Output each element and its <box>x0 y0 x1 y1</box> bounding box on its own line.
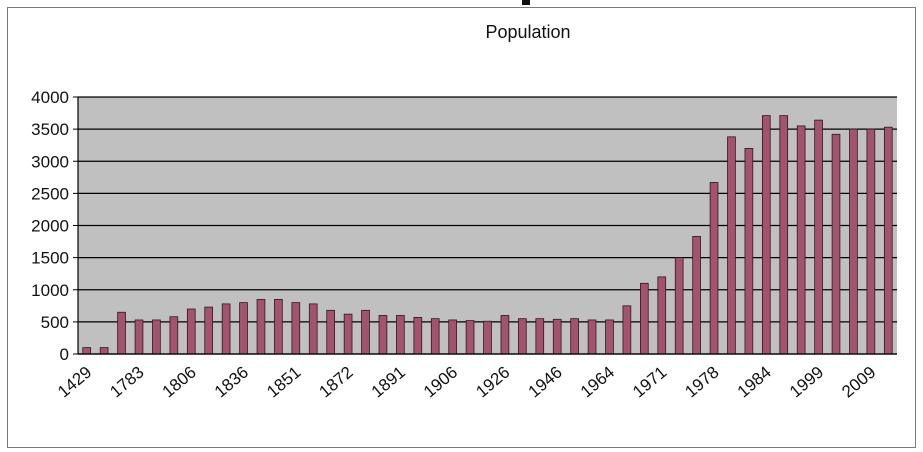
x-tick-label: 1872 <box>315 363 356 402</box>
bar <box>378 315 388 355</box>
bar <box>343 313 353 355</box>
bar <box>518 318 527 355</box>
bar <box>204 306 214 355</box>
x-tick-label: 1891 <box>368 363 409 402</box>
y-tick-label: 1000 <box>31 281 69 300</box>
y-tick-label: 3000 <box>31 152 69 171</box>
bar <box>500 315 510 355</box>
x-tick-label: 1978 <box>681 363 722 402</box>
x-tick-label: 1999 <box>786 363 827 402</box>
bar <box>866 128 876 355</box>
bar <box>640 282 649 355</box>
bar <box>622 305 632 355</box>
bar <box>692 236 701 355</box>
bar <box>796 125 806 355</box>
x-tick-label: 1964 <box>577 363 618 402</box>
bar <box>483 320 492 355</box>
bar <box>134 319 144 355</box>
axes <box>77 97 897 355</box>
x-tick-label: 1946 <box>525 363 566 402</box>
bar <box>186 308 196 355</box>
bar <box>814 119 823 355</box>
y-tick-label: 1500 <box>31 249 69 268</box>
bar <box>448 319 457 355</box>
bar <box>169 316 179 355</box>
bar <box>883 126 893 355</box>
bar <box>413 316 423 355</box>
bar <box>326 309 335 355</box>
bar <box>779 115 789 355</box>
bar <box>308 303 318 355</box>
bar <box>605 319 614 355</box>
bar <box>587 319 597 355</box>
y-tick-label: 2500 <box>31 184 69 203</box>
x-tick-label: 1429 <box>54 363 95 402</box>
bar <box>256 298 266 355</box>
bar <box>761 115 771 355</box>
bar <box>361 309 370 355</box>
x-tick-label: 1926 <box>472 363 513 402</box>
x-tick-label: 2009 <box>838 363 879 402</box>
x-tick-label: 1783 <box>106 363 147 402</box>
x-tick-label: 1836 <box>211 363 252 402</box>
x-tick-label: 1971 <box>629 363 670 402</box>
bar <box>465 320 475 355</box>
bar <box>744 147 754 355</box>
x-tick-label: 1806 <box>159 363 200 402</box>
bar <box>552 318 562 355</box>
bar <box>82 347 92 355</box>
bar <box>152 319 161 355</box>
x-axis-labels: 1429 1783 1806 1836 1851 1872 1891 1906 1926 1946… <box>54 363 879 402</box>
bar <box>709 182 719 355</box>
bar <box>291 302 301 355</box>
y-axis-labels: 0 500 1000 1500 2000 2500 3000 3500 4000 <box>31 88 69 364</box>
bar <box>239 302 248 355</box>
bar <box>657 276 667 355</box>
bar <box>99 347 109 355</box>
bar <box>274 298 283 355</box>
bar <box>570 318 579 355</box>
bar <box>117 311 126 355</box>
y-tick-label: 0 <box>60 345 69 364</box>
bar <box>727 136 736 355</box>
bar <box>430 318 440 355</box>
y-tick-label: 3500 <box>31 120 69 139</box>
bar <box>674 257 684 355</box>
y-tick-label: 2000 <box>31 217 69 236</box>
bar <box>849 128 858 355</box>
x-tick-label: 1851 <box>263 363 304 402</box>
y-tick-label: 500 <box>41 313 69 332</box>
bar <box>535 318 545 355</box>
bars <box>82 115 893 355</box>
bar <box>396 315 405 355</box>
top-edge-mark <box>522 0 530 5</box>
bar <box>221 303 231 355</box>
chart-title: Population <box>485 22 571 42</box>
x-tick-label: 1984 <box>734 363 775 402</box>
y-tick-label: 4000 <box>31 88 69 107</box>
bar <box>831 133 841 355</box>
x-tick-label: 1906 <box>420 363 461 402</box>
